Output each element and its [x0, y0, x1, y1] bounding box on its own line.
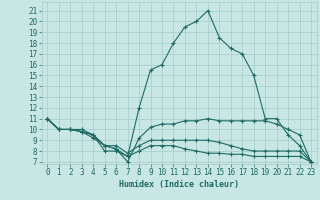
- X-axis label: Humidex (Indice chaleur): Humidex (Indice chaleur): [119, 180, 239, 189]
